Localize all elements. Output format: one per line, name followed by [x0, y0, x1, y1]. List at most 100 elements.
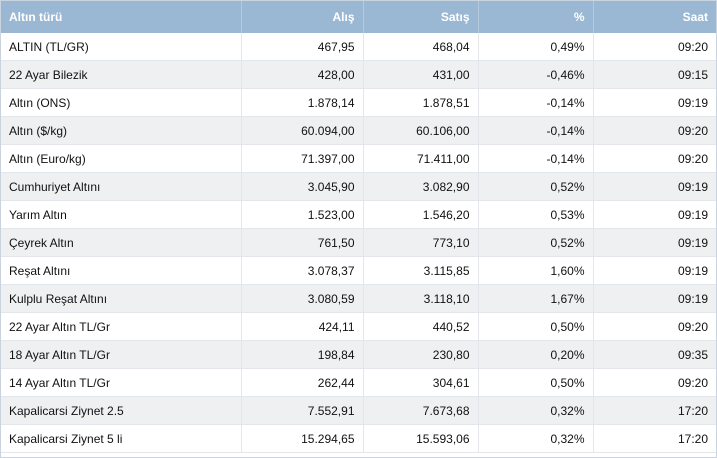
- cell-gold-type: ALTIN (TL/GR): [1, 33, 242, 61]
- table-row: Reşat Altını 3.078,37 3.115,85 1,60% 09:19: [1, 256, 716, 285]
- cell-time: 09:19: [593, 228, 716, 257]
- cell-change-percent: -0,14%: [478, 88, 594, 117]
- cell-gold-type: Altın ($/kg): [1, 116, 242, 145]
- header-change-percent[interactable]: %: [478, 1, 594, 33]
- cell-buy: 3.080,59: [241, 284, 364, 313]
- header-buy[interactable]: Alış: [241, 1, 364, 33]
- table-row: Yarım Altın 1.523,00 1.546,20 0,53% 09:19: [1, 200, 716, 229]
- cell-sell: 1.546,20: [363, 200, 479, 229]
- cell-gold-type: Altın (ONS): [1, 88, 242, 117]
- cell-gold-type: Kulplu Reşat Altını: [1, 284, 242, 313]
- cell-time: 09:20: [593, 144, 716, 173]
- cell-change-percent: 0,32%: [478, 424, 594, 453]
- cell-sell: 773,10: [363, 228, 479, 257]
- table-row: Çeyrek Altın 761,50 773,10 0,52% 09:19: [1, 228, 716, 257]
- cell-buy: 71.397,00: [241, 144, 364, 173]
- cell-change-percent: 1,67%: [478, 284, 594, 313]
- header-row: Altın türü Alış Satış % Saat: [1, 1, 716, 33]
- cell-sell: 3.118,10: [363, 284, 479, 313]
- cell-sell: 304,61: [363, 368, 479, 397]
- cell-time: 09:15: [593, 60, 716, 89]
- cell-time: 09:19: [593, 256, 716, 285]
- cell-sell: 60.106,00: [363, 116, 479, 145]
- cell-sell: 468,04: [363, 33, 479, 61]
- cell-gold-type: 22 Ayar Altın TL/Gr: [1, 312, 242, 341]
- table-row: Altın ($/kg) 60.094,00 60.106,00 -0,14% 09:2…: [1, 116, 716, 145]
- table-row: 22 Ayar Bilezik 428,00 431,00 -0,46% 09:15: [1, 60, 716, 89]
- header-sell[interactable]: Satış: [363, 1, 479, 33]
- cell-change-percent: -0,14%: [478, 144, 594, 173]
- cell-gold-type: Yarım Altın: [1, 200, 242, 229]
- cell-change-percent: -0,14%: [478, 116, 594, 145]
- cell-buy: 3.045,90: [241, 172, 364, 201]
- cell-time: 09:19: [593, 200, 716, 229]
- cell-time: 09:19: [593, 172, 716, 201]
- table-body: ALTIN (TL/GR) 467,95 468,04 0,49% 09:20 22 Ay…: [1, 33, 716, 453]
- cell-change-percent: 0,53%: [478, 200, 594, 229]
- table-header: Altın türü Alış Satış % Saat: [1, 1, 716, 33]
- cell-buy: 7.552,91: [241, 396, 364, 425]
- cell-gold-type: Kapalicarsi Ziynet 5 li: [1, 424, 242, 453]
- cell-time: 09:20: [593, 312, 716, 341]
- table-row: Kapalicarsi Ziynet 5 li 15.294,65 15.593,0…: [1, 424, 716, 453]
- cell-change-percent: 0,50%: [478, 368, 594, 397]
- cell-sell: 71.411,00: [363, 144, 479, 173]
- cell-sell: 230,80: [363, 340, 479, 369]
- table-row: Kulplu Reşat Altını 3.080,59 3.118,10 1,67%…: [1, 284, 716, 313]
- cell-buy: 198,84: [241, 340, 364, 369]
- cell-sell: 1.878,51: [363, 88, 479, 117]
- cell-buy: 15.294,65: [241, 424, 364, 453]
- header-gold-type[interactable]: Altın türü: [1, 1, 242, 33]
- cell-time: 09:20: [593, 116, 716, 145]
- cell-time: 17:20: [593, 424, 716, 453]
- cell-buy: 1.523,00: [241, 200, 364, 229]
- cell-gold-type: Cumhuriyet Altını: [1, 172, 242, 201]
- table-row: Altın (Euro/kg) 71.397,00 71.411,00 -0,14% 0…: [1, 144, 716, 173]
- cell-buy: 467,95: [241, 33, 364, 61]
- cell-time: 09:35: [593, 340, 716, 369]
- cell-gold-type: Çeyrek Altın: [1, 228, 242, 257]
- cell-change-percent: 0,52%: [478, 228, 594, 257]
- cell-time: 09:19: [593, 284, 716, 313]
- cell-change-percent: 0,50%: [478, 312, 594, 341]
- header-time[interactable]: Saat: [593, 1, 716, 33]
- table-row: ALTIN (TL/GR) 467,95 468,04 0,49% 09:20: [1, 33, 716, 61]
- cell-change-percent: 0,49%: [478, 33, 594, 61]
- cell-sell: 3.082,90: [363, 172, 479, 201]
- cell-change-percent: 0,20%: [478, 340, 594, 369]
- cell-gold-type: 22 Ayar Bilezik: [1, 60, 242, 89]
- cell-sell: 431,00: [363, 60, 479, 89]
- cell-change-percent: 0,32%: [478, 396, 594, 425]
- cell-buy: 262,44: [241, 368, 364, 397]
- cell-time: 09:20: [593, 33, 716, 61]
- cell-gold-type: Kapalicarsi Ziynet 2.5: [1, 396, 242, 425]
- cell-sell: 3.115,85: [363, 256, 479, 285]
- cell-change-percent: -0,46%: [478, 60, 594, 89]
- table-row: 18 Ayar Altın TL/Gr 198,84 230,80 0,20% 09:3…: [1, 340, 716, 369]
- cell-gold-type: 18 Ayar Altın TL/Gr: [1, 340, 242, 369]
- cell-buy: 60.094,00: [241, 116, 364, 145]
- cell-buy: 761,50: [241, 228, 364, 257]
- cell-sell: 7.673,68: [363, 396, 479, 425]
- cell-time: 09:20: [593, 368, 716, 397]
- cell-buy: 428,00: [241, 60, 364, 89]
- cell-buy: 424,11: [241, 312, 364, 341]
- cell-buy: 1.878,14: [241, 88, 364, 117]
- cell-change-percent: 1,60%: [478, 256, 594, 285]
- cell-time: 17:20: [593, 396, 716, 425]
- table-row: Altın (ONS) 1.878,14 1.878,51 -0,14% 09:19: [1, 88, 716, 117]
- cell-buy: 3.078,37: [241, 256, 364, 285]
- cell-gold-type: Reşat Altını: [1, 256, 242, 285]
- cell-sell: 15.593,06: [363, 424, 479, 453]
- cell-sell: 440,52: [363, 312, 479, 341]
- table-row: 22 Ayar Altın TL/Gr 424,11 440,52 0,50% 09:2…: [1, 312, 716, 341]
- cell-gold-type: Altın (Euro/kg): [1, 144, 242, 173]
- table-row: 14 Ayar Altın TL/Gr 262,44 304,61 0,50% 09:2…: [1, 368, 716, 397]
- cell-gold-type: 14 Ayar Altın TL/Gr: [1, 368, 242, 397]
- cell-change-percent: 0,52%: [478, 172, 594, 201]
- table-row: Cumhuriyet Altını 3.045,90 3.082,90 0,52% 09…: [1, 172, 716, 201]
- cell-time: 09:19: [593, 88, 716, 117]
- table-row: Kapalicarsi Ziynet 2.5 7.552,91 7.673,68 0,…: [1, 396, 716, 425]
